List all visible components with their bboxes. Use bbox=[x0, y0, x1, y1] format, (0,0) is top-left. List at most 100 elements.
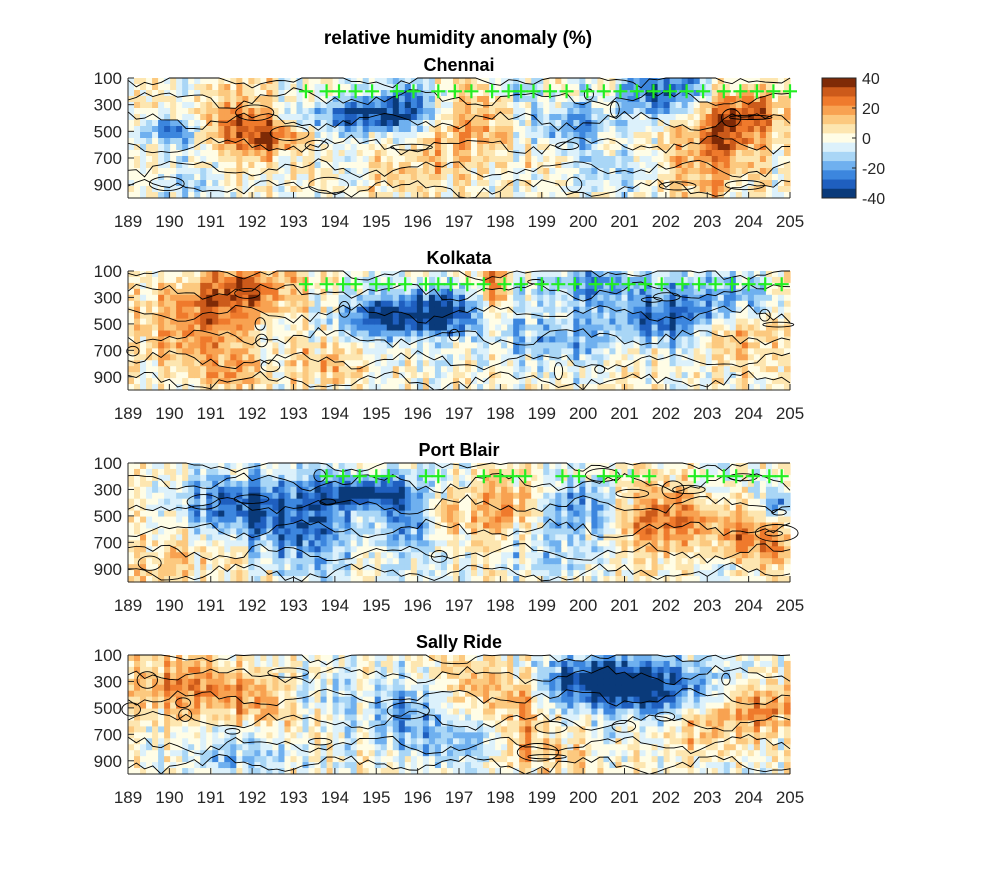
heatmap-cell bbox=[416, 330, 424, 338]
heatmap-cell bbox=[573, 96, 580, 103]
heatmap-cell bbox=[410, 276, 418, 284]
heatmap-cell bbox=[164, 324, 171, 332]
heatmap-cell bbox=[362, 366, 370, 373]
heatmap-cell bbox=[242, 78, 249, 85]
contour-loop bbox=[338, 300, 351, 318]
heatmap-cell bbox=[585, 84, 592, 91]
contour-line bbox=[127, 303, 791, 324]
heatmap-cell bbox=[717, 366, 725, 373]
heatmap-cell bbox=[260, 360, 268, 367]
heatmap-cell bbox=[543, 156, 550, 163]
heatmap-cell bbox=[128, 516, 135, 524]
heatmap-cell bbox=[663, 360, 671, 367]
heatmap-cell bbox=[356, 288, 364, 296]
heatmap-cell bbox=[218, 324, 225, 332]
heatmap-cell bbox=[440, 300, 448, 308]
heatmap-cell bbox=[278, 300, 286, 308]
heatmap-cell bbox=[194, 336, 201, 343]
heatmap-cell bbox=[759, 294, 767, 302]
heatmap-cell bbox=[224, 360, 231, 367]
heatmap-cell bbox=[194, 282, 201, 290]
heatmap-cell bbox=[501, 294, 508, 302]
heatmap-cell bbox=[495, 378, 502, 385]
heatmap-cell bbox=[374, 192, 382, 199]
heatmap-cell bbox=[543, 138, 550, 145]
heatmap-cell bbox=[164, 192, 171, 199]
heatmap-cell bbox=[194, 78, 201, 85]
x-tick-label: 203 bbox=[693, 212, 721, 231]
heatmap-cell bbox=[465, 336, 472, 343]
heatmap-cell bbox=[416, 384, 424, 391]
heatmap-cell bbox=[573, 324, 580, 332]
heatmap-cell bbox=[170, 366, 177, 373]
heatmap-cell bbox=[206, 552, 213, 559]
heatmap-cell bbox=[603, 324, 611, 332]
heatmap-cell bbox=[374, 348, 382, 355]
heatmap-cell bbox=[651, 384, 659, 391]
heatmap-cell bbox=[410, 168, 418, 175]
heatmap-cell bbox=[633, 372, 641, 379]
heatmap-cell bbox=[525, 378, 532, 385]
heatmap-cell bbox=[296, 372, 304, 379]
heatmap-cell bbox=[663, 174, 671, 181]
heatmap-cell bbox=[477, 180, 484, 187]
heatmap-cell bbox=[717, 336, 725, 343]
heatmap-cell bbox=[386, 150, 394, 157]
heatmap-cell bbox=[489, 186, 496, 193]
heatmap-cell bbox=[663, 180, 671, 187]
heatmap-cell bbox=[525, 312, 532, 320]
heatmap-cell bbox=[783, 102, 791, 109]
heatmap-cell bbox=[705, 372, 713, 379]
heatmap-cell bbox=[711, 180, 719, 187]
heatmap-cell bbox=[428, 384, 436, 391]
heatmap-cell bbox=[362, 318, 370, 326]
heatmap-cell bbox=[549, 288, 556, 296]
heatmap-cell bbox=[200, 162, 207, 169]
heatmap-cell bbox=[597, 276, 605, 284]
heatmap-cell bbox=[609, 120, 617, 127]
x-tick-label: 192 bbox=[238, 404, 266, 423]
heatmap-cell bbox=[182, 102, 189, 109]
heatmap-cell bbox=[404, 342, 412, 349]
heatmap-cell bbox=[705, 120, 713, 127]
heatmap-cell bbox=[471, 360, 478, 367]
heatmap-cell bbox=[609, 132, 617, 139]
heatmap-cell bbox=[573, 156, 580, 163]
heatmap-cell bbox=[128, 528, 135, 535]
contour-line bbox=[127, 158, 791, 178]
heatmap-cell bbox=[146, 162, 153, 169]
heatmap-cell bbox=[368, 150, 376, 157]
heatmap-cell bbox=[741, 384, 749, 391]
heatmap-cell bbox=[386, 186, 394, 193]
heatmap-cell bbox=[459, 288, 466, 296]
heatmap-cell bbox=[525, 162, 532, 169]
marker-plus bbox=[431, 84, 446, 99]
heatmap-cell bbox=[152, 132, 159, 139]
heatmap-cell bbox=[356, 180, 364, 187]
heatmap-cell bbox=[609, 330, 617, 338]
heatmap-cell bbox=[669, 114, 677, 121]
heatmap-cell bbox=[320, 276, 328, 284]
heatmap-cell bbox=[368, 300, 376, 308]
heatmap-cell bbox=[561, 342, 568, 349]
heatmap-cell bbox=[747, 306, 755, 314]
heatmap-cell bbox=[615, 150, 623, 157]
heatmap-cell bbox=[200, 492, 207, 500]
heatmap-cell bbox=[140, 336, 147, 343]
heatmap-cell bbox=[302, 330, 310, 338]
heatmap-cell bbox=[459, 114, 466, 121]
heatmap-cell bbox=[320, 132, 328, 139]
heatmap-cell bbox=[753, 102, 761, 109]
heatmap-cell bbox=[675, 288, 683, 296]
heatmap-cell bbox=[164, 534, 171, 541]
heatmap-cell bbox=[555, 138, 562, 145]
heatmap-cell bbox=[783, 96, 791, 103]
heatmap-cell bbox=[380, 300, 388, 308]
heatmap-cell bbox=[440, 348, 448, 355]
x-tick-label: 197 bbox=[445, 212, 473, 231]
heatmap-cell bbox=[579, 144, 586, 151]
heatmap-cell bbox=[693, 84, 701, 91]
heatmap-cell bbox=[362, 120, 370, 127]
heatmap-cell bbox=[723, 324, 731, 332]
heatmap-cell bbox=[687, 342, 695, 349]
